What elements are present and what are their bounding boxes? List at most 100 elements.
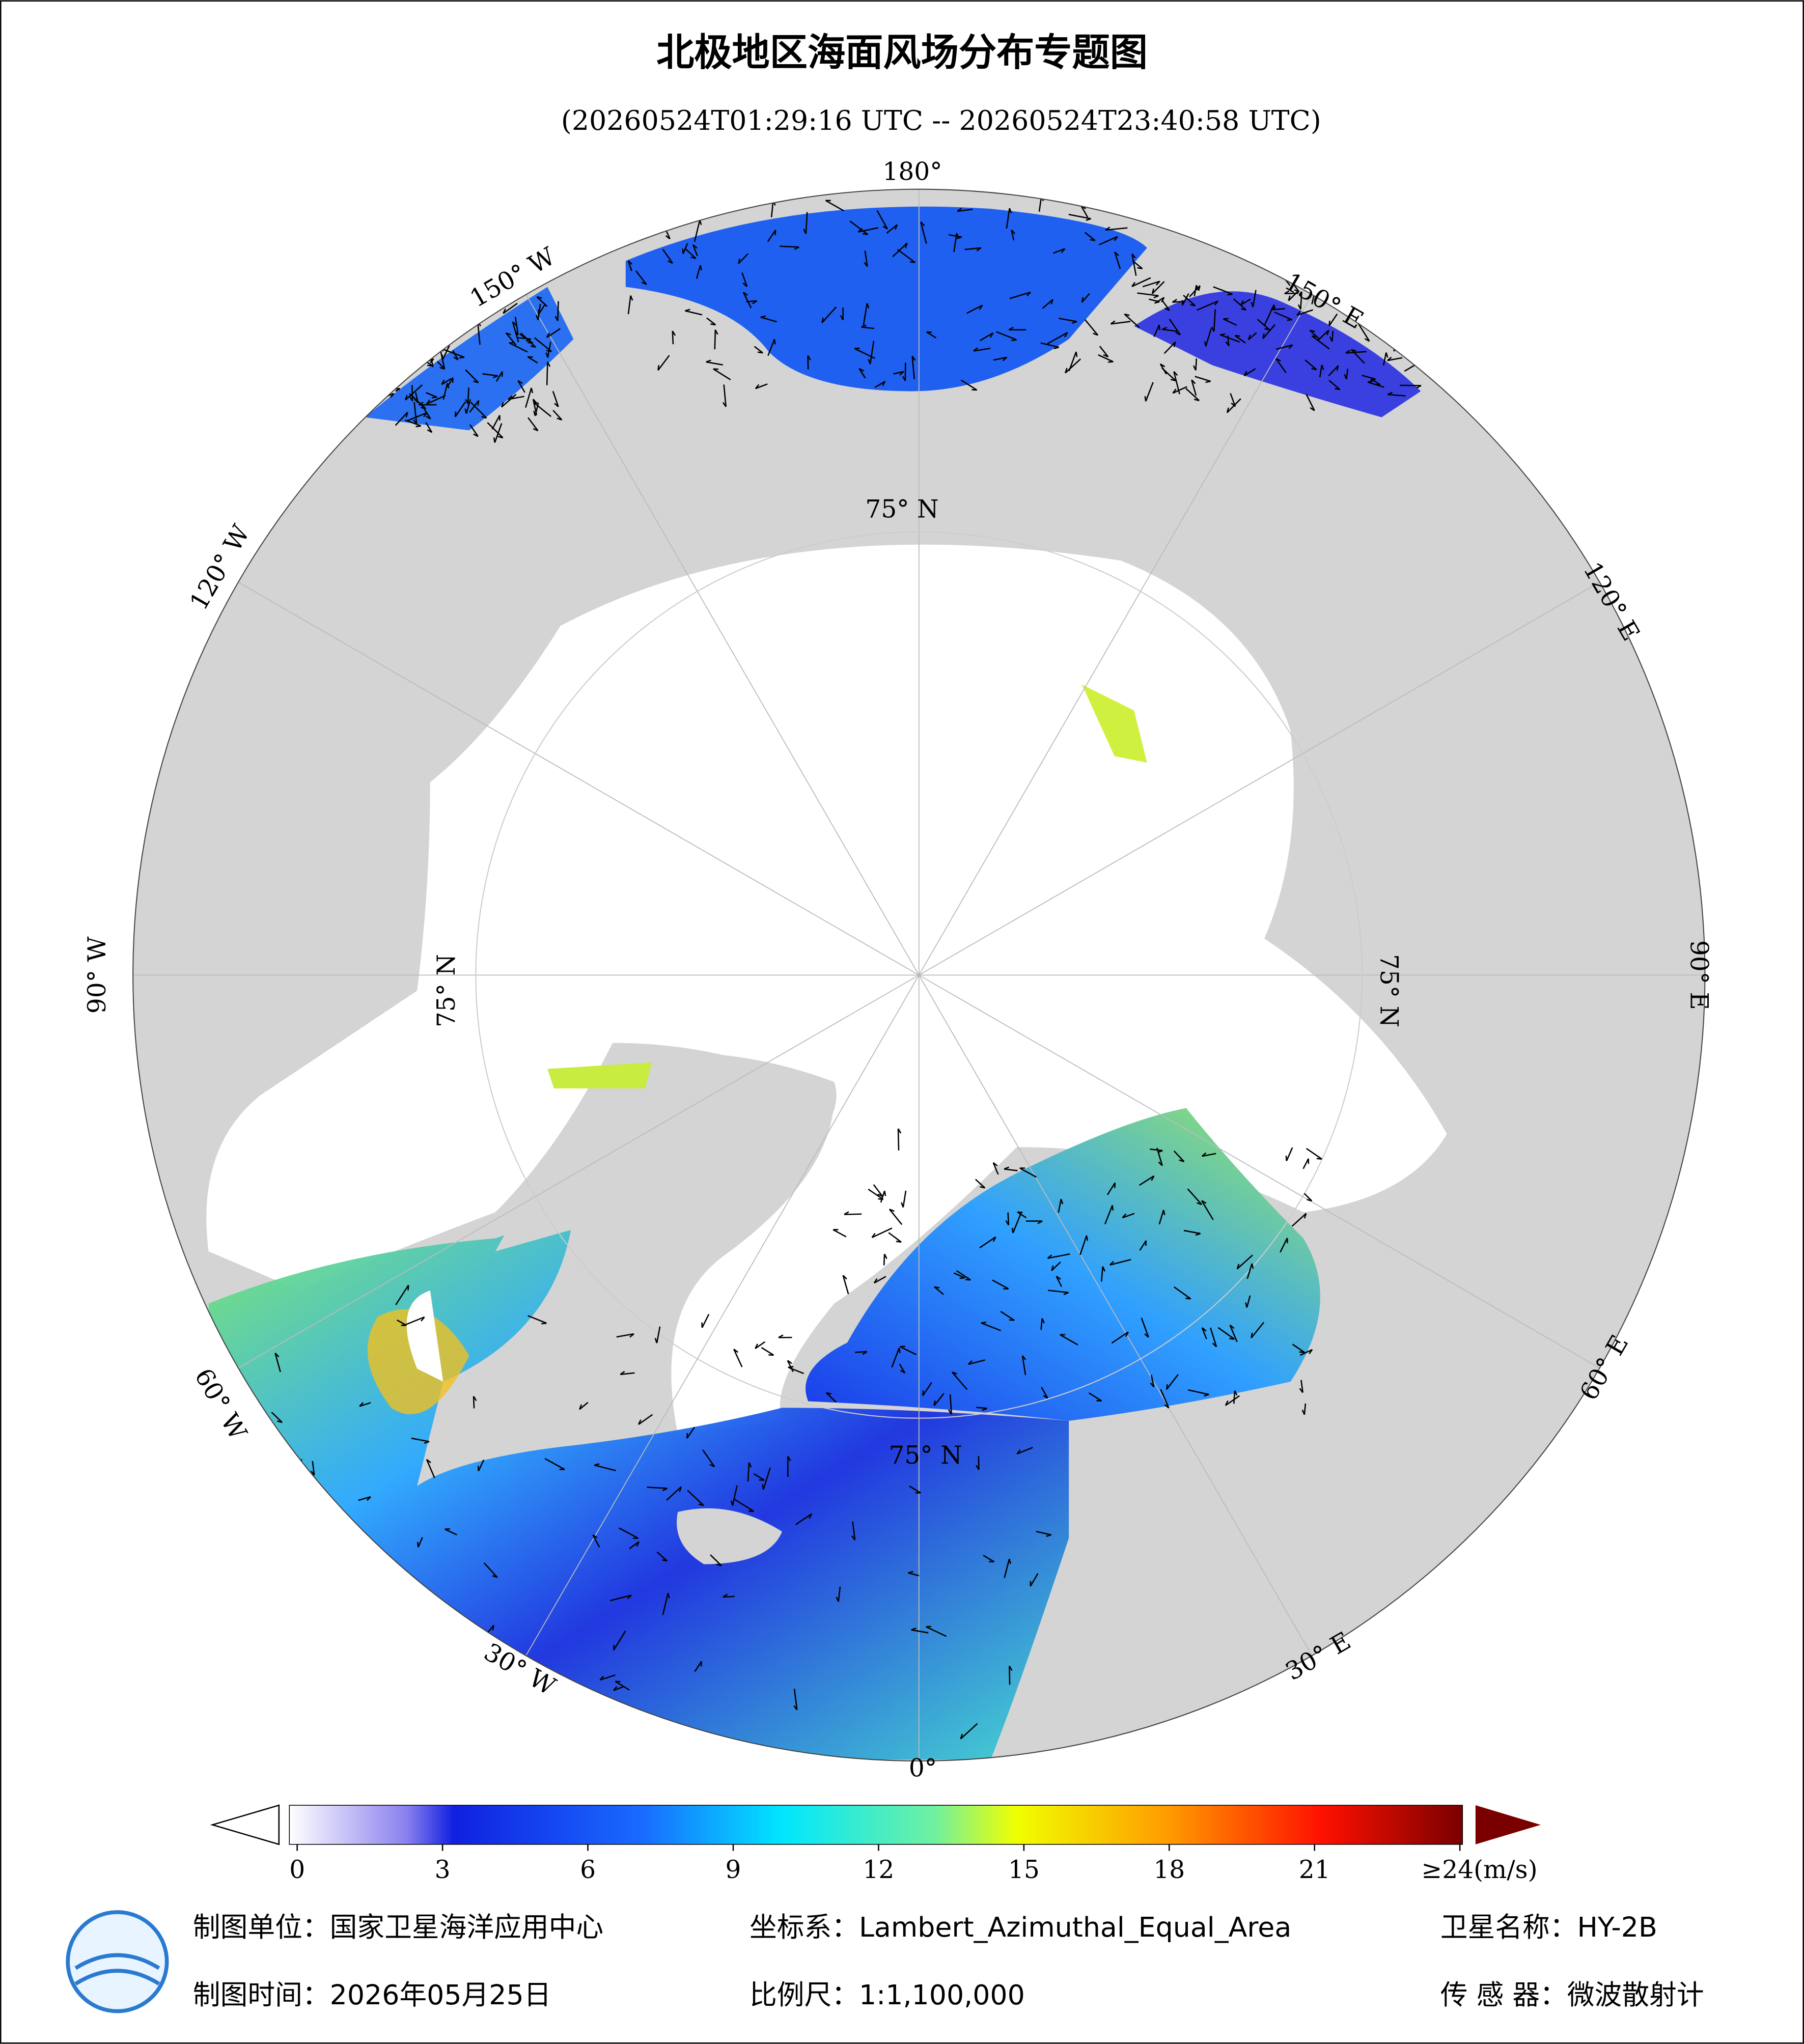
arrow	[1225, 1395, 1240, 1406]
arrow	[993, 356, 1008, 361]
arrow	[1008, 326, 1026, 331]
parallel-75n	[475, 531, 1363, 1419]
arrow	[981, 1322, 1001, 1331]
arrow	[1099, 346, 1109, 358]
arrow	[755, 1341, 766, 1349]
wind-field-barents	[806, 1108, 1320, 1421]
arrow	[554, 301, 559, 321]
latitude-label: 75° N	[432, 954, 461, 1027]
arrow	[1016, 1447, 1033, 1455]
arrow	[967, 1359, 985, 1365]
arrow	[844, 1211, 862, 1215]
arrow	[1058, 1199, 1064, 1213]
arrow	[1280, 1238, 1288, 1253]
arrow	[1367, 380, 1384, 388]
arrow	[980, 332, 994, 342]
arrow	[1109, 1258, 1131, 1266]
arrow	[836, 1586, 841, 1602]
arrow	[855, 1351, 868, 1355]
arrow	[1187, 1188, 1203, 1206]
arrow	[825, 1392, 837, 1403]
arrow	[495, 371, 503, 382]
arrow	[832, 1229, 847, 1238]
arrow	[897, 1128, 902, 1151]
arrow	[1011, 1212, 1022, 1234]
arrow	[470, 402, 487, 419]
arrow	[694, 1661, 703, 1672]
arrow	[1183, 1229, 1201, 1236]
arrow	[426, 1459, 435, 1478]
arrow	[1285, 1147, 1293, 1161]
arrow	[908, 1571, 920, 1577]
arrow	[871, 1227, 893, 1239]
arrow	[973, 347, 991, 352]
arrow	[742, 292, 752, 309]
arrow	[738, 253, 748, 264]
arrow	[1345, 349, 1367, 354]
arrow	[1302, 1158, 1310, 1169]
arrow	[1004, 1558, 1011, 1578]
arrow	[1223, 318, 1237, 326]
arrow	[501, 394, 517, 408]
arrow	[778, 1334, 792, 1338]
arrow	[654, 1326, 661, 1343]
arrow	[754, 346, 763, 354]
arrow	[975, 1179, 986, 1189]
arrow	[473, 1395, 477, 1409]
map-border	[132, 188, 1706, 1762]
arrow	[627, 295, 633, 315]
arrow	[615, 1681, 630, 1691]
arrow	[528, 417, 539, 432]
map	[133, 189, 1705, 1761]
arrow	[445, 1528, 457, 1535]
colorbar: 0 3 6 9 12 15 18 21 ≥24(m/s)	[210, 1804, 1541, 1884]
meridian-label: 180°	[882, 157, 942, 186]
colorbar-bar	[289, 1805, 1463, 1845]
arrow	[1356, 321, 1370, 342]
arrow	[733, 1349, 743, 1367]
arrow	[1299, 1349, 1313, 1356]
arrow	[734, 1498, 755, 1513]
arrow	[465, 369, 479, 383]
arrow	[662, 1593, 670, 1615]
meridian	[919, 581, 1600, 976]
graticule	[133, 189, 1705, 1761]
arrow	[482, 373, 498, 379]
arrow	[891, 1348, 901, 1368]
arrow	[1245, 1295, 1251, 1308]
arrow	[1141, 1318, 1149, 1338]
arrow	[1042, 299, 1054, 309]
arrow	[1328, 380, 1341, 390]
arrow	[747, 1462, 752, 1482]
arrow	[1185, 388, 1200, 402]
arrow	[692, 244, 698, 257]
arrow	[899, 1346, 917, 1355]
arrow	[960, 1723, 978, 1740]
arrow	[746, 300, 758, 304]
arrow	[682, 243, 688, 254]
arrow	[761, 1347, 774, 1356]
arrow	[979, 1236, 996, 1249]
arrow	[1098, 354, 1114, 363]
arrow	[911, 1628, 929, 1634]
arrow	[920, 221, 927, 244]
arrow	[1291, 1213, 1307, 1227]
arrow	[1201, 1200, 1214, 1220]
arrow	[825, 200, 844, 212]
arrow	[964, 247, 982, 251]
arrow	[1068, 213, 1091, 221]
arrow	[616, 1333, 634, 1338]
arrow	[966, 304, 983, 314]
arrow	[516, 337, 532, 342]
arrow	[1243, 368, 1256, 377]
meridian	[238, 581, 920, 976]
arrow	[1191, 379, 1197, 396]
arrow	[1219, 333, 1240, 343]
arrow	[893, 371, 904, 376]
arrow	[1233, 298, 1247, 311]
arrow	[696, 265, 703, 279]
arrow	[426, 392, 437, 399]
arrow	[1183, 294, 1196, 306]
arrow	[1156, 1147, 1163, 1166]
arrow	[613, 1630, 626, 1650]
